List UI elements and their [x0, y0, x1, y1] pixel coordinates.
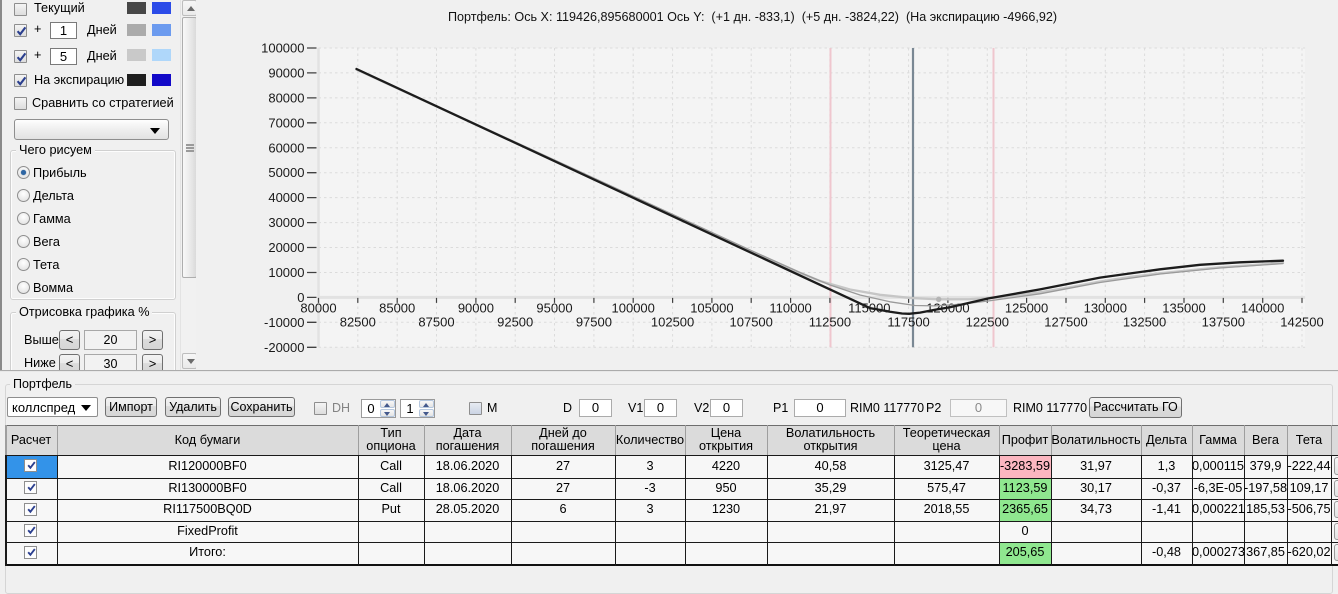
svg-text:60000: 60000 [268, 140, 304, 155]
svg-text:112500: 112500 [809, 315, 851, 330]
svg-text:82500: 82500 [340, 315, 376, 330]
svg-text:-10000: -10000 [264, 315, 304, 330]
svg-text:85000: 85000 [379, 301, 415, 316]
svg-text:130000: 130000 [1084, 301, 1127, 316]
svg-text:105000: 105000 [690, 301, 733, 316]
svg-text:107500: 107500 [730, 315, 773, 330]
svg-text:137500: 137500 [1202, 315, 1245, 330]
svg-text:20000: 20000 [268, 240, 304, 255]
svg-text:100000: 100000 [612, 301, 655, 316]
svg-text:70000: 70000 [268, 115, 304, 130]
svg-text:90000: 90000 [458, 301, 494, 316]
svg-text:10000: 10000 [268, 265, 304, 280]
svg-text:-20000: -20000 [264, 340, 304, 355]
svg-text:135000: 135000 [1162, 301, 1205, 316]
svg-text:125000: 125000 [1005, 301, 1048, 316]
svg-text:122500: 122500 [966, 315, 1009, 330]
svg-text:132500: 132500 [1123, 315, 1166, 330]
svg-text:102500: 102500 [651, 315, 694, 330]
svg-text:142500: 142500 [1280, 315, 1323, 330]
svg-text:80000: 80000 [268, 90, 304, 105]
svg-text:95000: 95000 [536, 301, 572, 316]
svg-text:50000: 50000 [268, 165, 304, 180]
svg-text:87500: 87500 [418, 315, 454, 330]
svg-text:0: 0 [297, 290, 304, 305]
svg-text:80000: 80000 [300, 301, 336, 316]
svg-text:40000: 40000 [268, 190, 304, 205]
svg-text:140000: 140000 [1241, 301, 1284, 316]
svg-text:110000: 110000 [769, 301, 811, 316]
svg-text:90000: 90000 [268, 65, 304, 80]
svg-text:30000: 30000 [268, 215, 304, 230]
svg-text:100000: 100000 [261, 41, 304, 56]
svg-text:127500: 127500 [1044, 315, 1087, 330]
svg-text:92500: 92500 [497, 315, 533, 330]
svg-text:117500: 117500 [887, 315, 929, 330]
svg-text:97500: 97500 [576, 315, 612, 330]
